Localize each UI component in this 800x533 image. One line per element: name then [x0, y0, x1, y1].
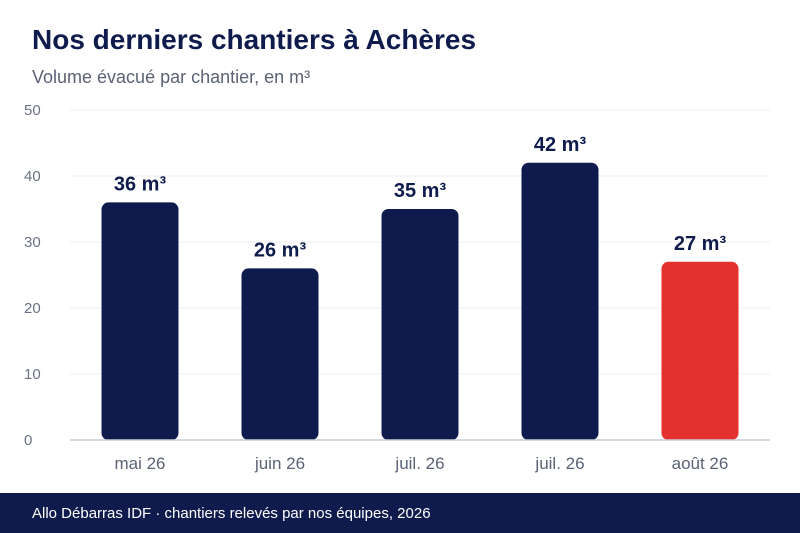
value-labels: 36 m³ 26 m³ 35 m³ 42 m³ 27 m³ [114, 134, 727, 262]
y-tick-label: 0 [24, 432, 32, 449]
chart-subtitle: Volume évacué par chantier, en m³ [32, 67, 311, 87]
bars [101, 162, 739, 441]
bar-chart: 0 10 20 30 40 50 36 m³ 26 m³ 35 m³ 42 m³ 27 m³ ma… [24, 102, 770, 473]
bar [521, 162, 599, 441]
chart-title: Nos derniers chantiers à Achères [32, 24, 477, 55]
y-axis-ticks: 0 10 20 30 40 50 [24, 102, 41, 449]
bar [101, 202, 179, 440]
bar [241, 268, 319, 440]
footer-source: Allo Débarras IDF · chantiers relevés pa… [32, 504, 431, 522]
bar [661, 261, 739, 440]
x-tick-label: août 26 [672, 454, 729, 473]
y-tick-label: 40 [24, 168, 41, 185]
y-tick-label: 50 [24, 102, 41, 119]
bar-value-label: 35 m³ [394, 180, 447, 202]
x-tick-label: juil. 26 [394, 454, 444, 473]
bar [381, 209, 459, 440]
bar-value-label: 36 m³ [114, 173, 167, 195]
y-tick-label: 10 [24, 366, 41, 383]
x-tick-label: juin 26 [254, 454, 305, 473]
y-tick-label: 30 [24, 234, 41, 251]
y-tick-label: 20 [24, 300, 41, 317]
x-axis-ticks: mai 26 juin 26 juil. 26 juil. 26 août 26 [114, 454, 728, 473]
x-tick-label: mai 26 [114, 454, 165, 473]
x-tick-label: juil. 26 [534, 454, 584, 473]
bar-value-label: 42 m³ [534, 134, 587, 156]
bar-value-label: 27 m³ [674, 233, 727, 255]
footer-bar: Allo Débarras IDF · chantiers relevés pa… [0, 493, 800, 533]
bar-value-label: 26 m³ [254, 239, 307, 261]
